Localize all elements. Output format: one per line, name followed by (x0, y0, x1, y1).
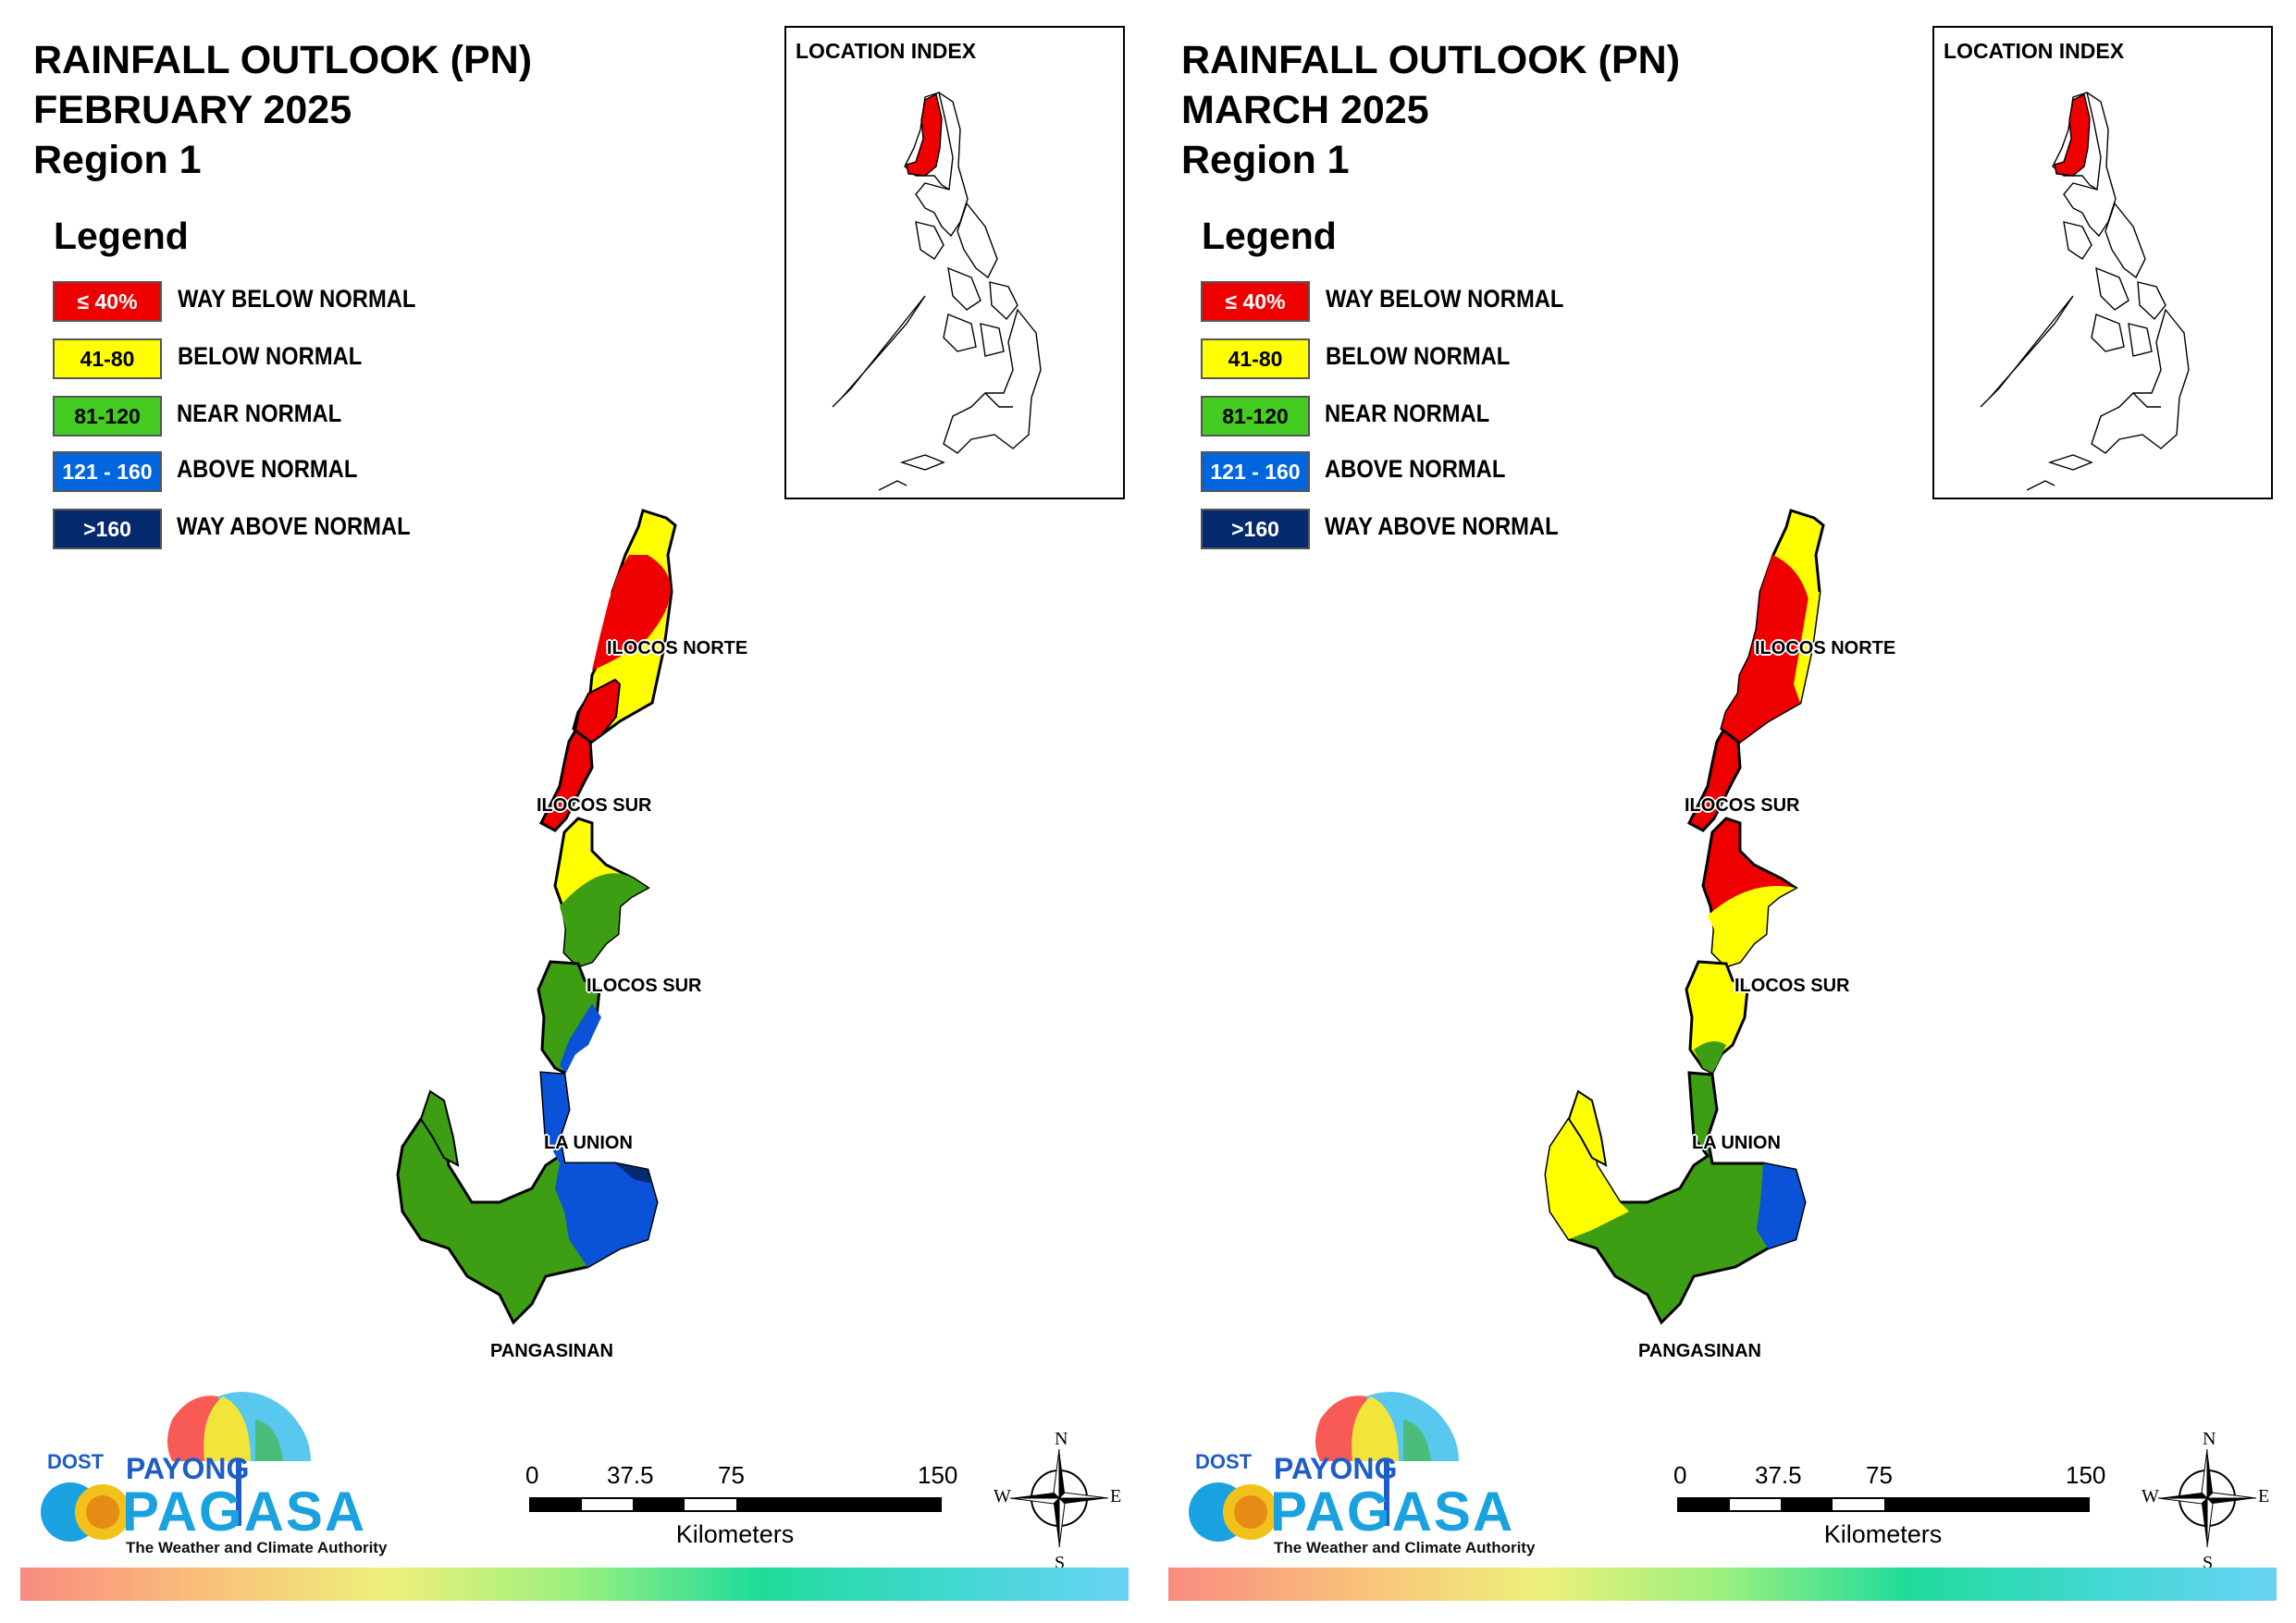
title-line-3: Region 1 (1181, 138, 1350, 182)
province-label-pangasinan: PANGASINAN (490, 1341, 613, 1361)
outlook-panel-february: RAINFALL OUTLOOK (PN) FEBRUARY 2025 Regi… (20, 26, 1129, 1601)
legend-swatch: 121 - 160 (1201, 451, 1310, 492)
legend-title: Legend (1202, 215, 1337, 257)
inset-title: LOCATION INDEX (796, 39, 977, 63)
scale-tick: 75 (718, 1461, 745, 1489)
province-label-pangasinan: PANGASINAN (1638, 1341, 1761, 1361)
map-title: RAINFALL OUTLOOK (PN) FEBRUARY 2025 Regi… (33, 35, 532, 185)
legend-label: WAY ABOVE NORMAL (1325, 512, 1559, 540)
compass-s: S (1055, 1553, 1066, 1573)
location-index-inset: LOCATION INDEX (1932, 26, 2273, 499)
compass-e: E (1110, 1486, 1122, 1506)
province-label-ilocos-sur-south: ILOCOS SUR (586, 976, 702, 996)
title-line-1: RAINFALL OUTLOOK (PN) (33, 38, 533, 82)
scale-tick: 150 (2066, 1461, 2106, 1489)
legend-label: NEAR NORMAL (177, 400, 342, 427)
compass-n: N (2203, 1429, 2216, 1449)
scale-tick: 37.5 (1755, 1461, 1802, 1489)
legend-label: WAY BELOW NORMAL (1326, 285, 1564, 313)
compass-w: W (2142, 1486, 2159, 1506)
legend-swatch: >160 (1201, 509, 1310, 549)
legend-label: WAY BELOW NORMAL (178, 285, 416, 313)
scale-bar: 0 37.5 75 150 Kilometers (525, 1461, 964, 1572)
legend-swatch: ≤ 40% (53, 281, 162, 322)
legend-label: WAY ABOVE NORMAL (177, 512, 411, 540)
title-line-2: FEBRUARY 2025 (33, 88, 352, 132)
location-index-inset: LOCATION INDEX (784, 26, 1125, 499)
philippines-locator-map (832, 92, 1042, 491)
outlook-panel-march: RAINFALL OUTLOOK (PN) MARCH 2025 Region … (1148, 0, 2296, 1623)
legend-label: BELOW NORMAL (178, 342, 363, 370)
title-line-1: RAINFALL OUTLOOK (PN) (1181, 38, 1681, 82)
scale-units: Kilometers (1823, 1520, 1943, 1548)
scale-units: Kilometers (675, 1520, 795, 1548)
legend-label: BELOW NORMAL (1326, 342, 1511, 370)
logo-payong-text: PAYONG (1274, 1452, 1398, 1485)
compass-rose-icon (2157, 1448, 2257, 1548)
title-line-2: MARCH 2025 (1181, 88, 1429, 132)
footer-gradient-bar (20, 1568, 1129, 1601)
scale-tick: 0 (1673, 1461, 1687, 1489)
scale-tick: 150 (918, 1461, 958, 1489)
inset-title: LOCATION INDEX (1944, 39, 2125, 63)
logo-payong-text: PAYONG (126, 1452, 250, 1485)
footer-gradient-bar (1168, 1568, 2277, 1601)
title-line-3: Region 1 (33, 138, 202, 182)
scale-tick: 37.5 (607, 1461, 654, 1489)
region-1-rainfall-map (396, 509, 677, 1325)
map-zone-ilocos-sur-north (539, 728, 594, 832)
map-title: RAINFALL OUTLOOK (PN) MARCH 2025 Region … (1181, 35, 1680, 185)
legend-title: Legend (54, 215, 189, 257)
scale-bar-graphic (529, 1497, 942, 1512)
logo-pagasa-text: PAGASA (1270, 1481, 1515, 1543)
payong-pagasa-logo: DOST PAYONG PAGASA The Weather and Clima… (1181, 1387, 1551, 1563)
province-label-ilocos-sur: ILOCOS SUR (1685, 795, 1800, 816)
compass-s: S (2203, 1553, 2214, 1573)
logo-tagline: The Weather and Climate Authority (1274, 1539, 1536, 1556)
logo-tagline: The Weather and Climate Authority (126, 1539, 388, 1556)
compass-n: N (1055, 1429, 1068, 1449)
legend-swatch: >160 (53, 509, 162, 549)
philippines-locator-map (1980, 92, 2190, 491)
compass-rose-icon (1009, 1448, 1109, 1548)
logo-graphic (41, 1392, 311, 1542)
province-label-ilocos-sur: ILOCOS SUR (537, 795, 652, 816)
legend-swatch: 81-120 (1201, 396, 1310, 436)
legend-label: NEAR NORMAL (1325, 400, 1490, 427)
logo-dost-text: DOST (1195, 1450, 1253, 1473)
scale-bar: 0 37.5 75 150 Kilometers (1673, 1461, 2112, 1572)
province-label-ilocos-norte: ILOCOS NORTE (1755, 638, 1896, 658)
region-1-rainfall-map (1544, 509, 1825, 1325)
province-label-la-union: LA UNION (544, 1133, 633, 1153)
province-label-ilocos-norte: ILOCOS NORTE (607, 638, 748, 658)
province-label-la-union: LA UNION (1692, 1133, 1781, 1153)
legend-label: ABOVE NORMAL (177, 455, 358, 483)
scale-bar-graphic (1677, 1497, 2090, 1512)
north-arrow-compass: N S W E (994, 1429, 1122, 1573)
legend-swatch: 41-80 (1201, 338, 1310, 379)
legend-swatch: 41-80 (53, 338, 162, 379)
legend-swatch: ≤ 40% (1201, 281, 1310, 322)
scale-tick: 75 (1866, 1461, 1893, 1489)
payong-pagasa-logo: DOST PAYONG PAGASA The Weather and Clima… (33, 1387, 403, 1563)
logo-dost-text: DOST (47, 1450, 105, 1473)
logo-pagasa-text: PAGASA (122, 1481, 367, 1543)
province-label-ilocos-sur-south: ILOCOS SUR (1734, 976, 1850, 996)
logo-graphic (1189, 1392, 1459, 1542)
legend-swatch: 81-120 (53, 396, 162, 436)
map-zone-ilocos-sur-north (1687, 728, 1742, 832)
scale-tick: 0 (525, 1461, 539, 1489)
legend-label: ABOVE NORMAL (1325, 455, 1506, 483)
compass-e: E (2258, 1486, 2270, 1506)
legend-swatch: 121 - 160 (53, 451, 162, 492)
north-arrow-compass: N S W E (2142, 1429, 2270, 1573)
compass-w: W (994, 1486, 1011, 1506)
